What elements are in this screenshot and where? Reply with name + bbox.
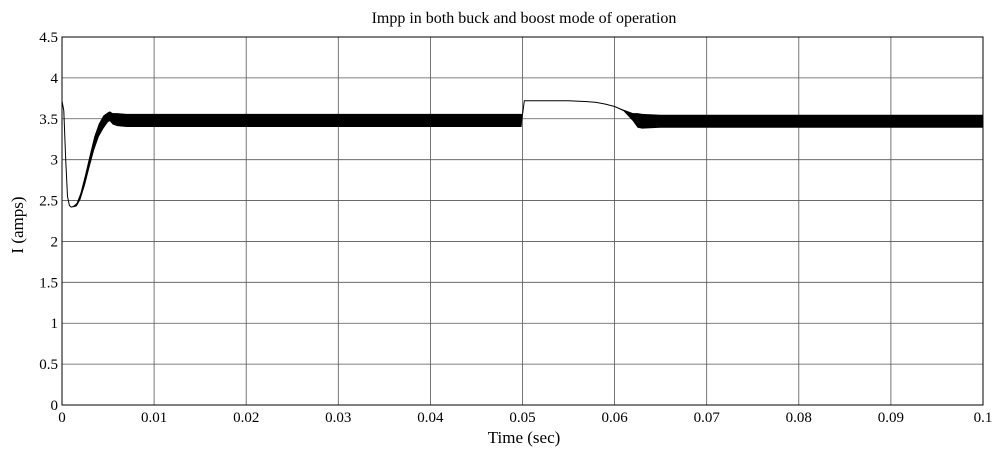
x-tick-label: 0.06 bbox=[601, 410, 628, 426]
plot-area bbox=[61, 100, 983, 208]
x-tick-label: 0.03 bbox=[325, 410, 351, 426]
y-tick-label: 3.5 bbox=[39, 112, 58, 128]
x-tick-label: 0.04 bbox=[417, 410, 444, 426]
series-line-impp bbox=[61, 100, 983, 208]
x-axis-title: Time (sec) bbox=[488, 428, 561, 447]
y-tick-label: 1 bbox=[51, 316, 59, 332]
y-axis-title: I (amps) bbox=[8, 196, 27, 253]
x-tick-label: 0.08 bbox=[786, 410, 812, 426]
y-tick-label: 2 bbox=[51, 234, 59, 250]
y-axis: 0 0.5 1 1.5 2 2.5 3 3.5 4 4.5 bbox=[39, 30, 58, 414]
x-tick-label: 0.02 bbox=[233, 410, 259, 426]
plot-frame bbox=[61, 36, 984, 406]
y-tick-label: 4.5 bbox=[39, 30, 58, 46]
x-tick-label: 0 bbox=[58, 410, 66, 426]
x-tick-label: 0.09 bbox=[878, 410, 904, 426]
x-axis: 0 0.01 0.02 0.03 0.04 0.05 0.06 0.07 0.08 0.09 0.1 bbox=[58, 410, 992, 426]
chart-title: Impp in both buck and boost mode of oper… bbox=[372, 10, 677, 27]
y-tick-label: 3 bbox=[51, 153, 59, 169]
x-tick-label: 0.05 bbox=[509, 410, 535, 426]
y-tick-label: 1.5 bbox=[39, 275, 58, 291]
y-tick-label: 0 bbox=[51, 398, 59, 414]
ripple-band bbox=[62, 100, 983, 208]
y-tick-label: 0.5 bbox=[39, 357, 58, 373]
x-tick-label: 0.01 bbox=[141, 410, 167, 426]
y-tick-label: 2.5 bbox=[39, 194, 58, 210]
x-tick-label: 0.07 bbox=[694, 410, 721, 426]
y-tick-label: 4 bbox=[51, 71, 59, 87]
grid bbox=[61, 36, 984, 406]
x-tick-label: 0.1 bbox=[974, 410, 993, 426]
